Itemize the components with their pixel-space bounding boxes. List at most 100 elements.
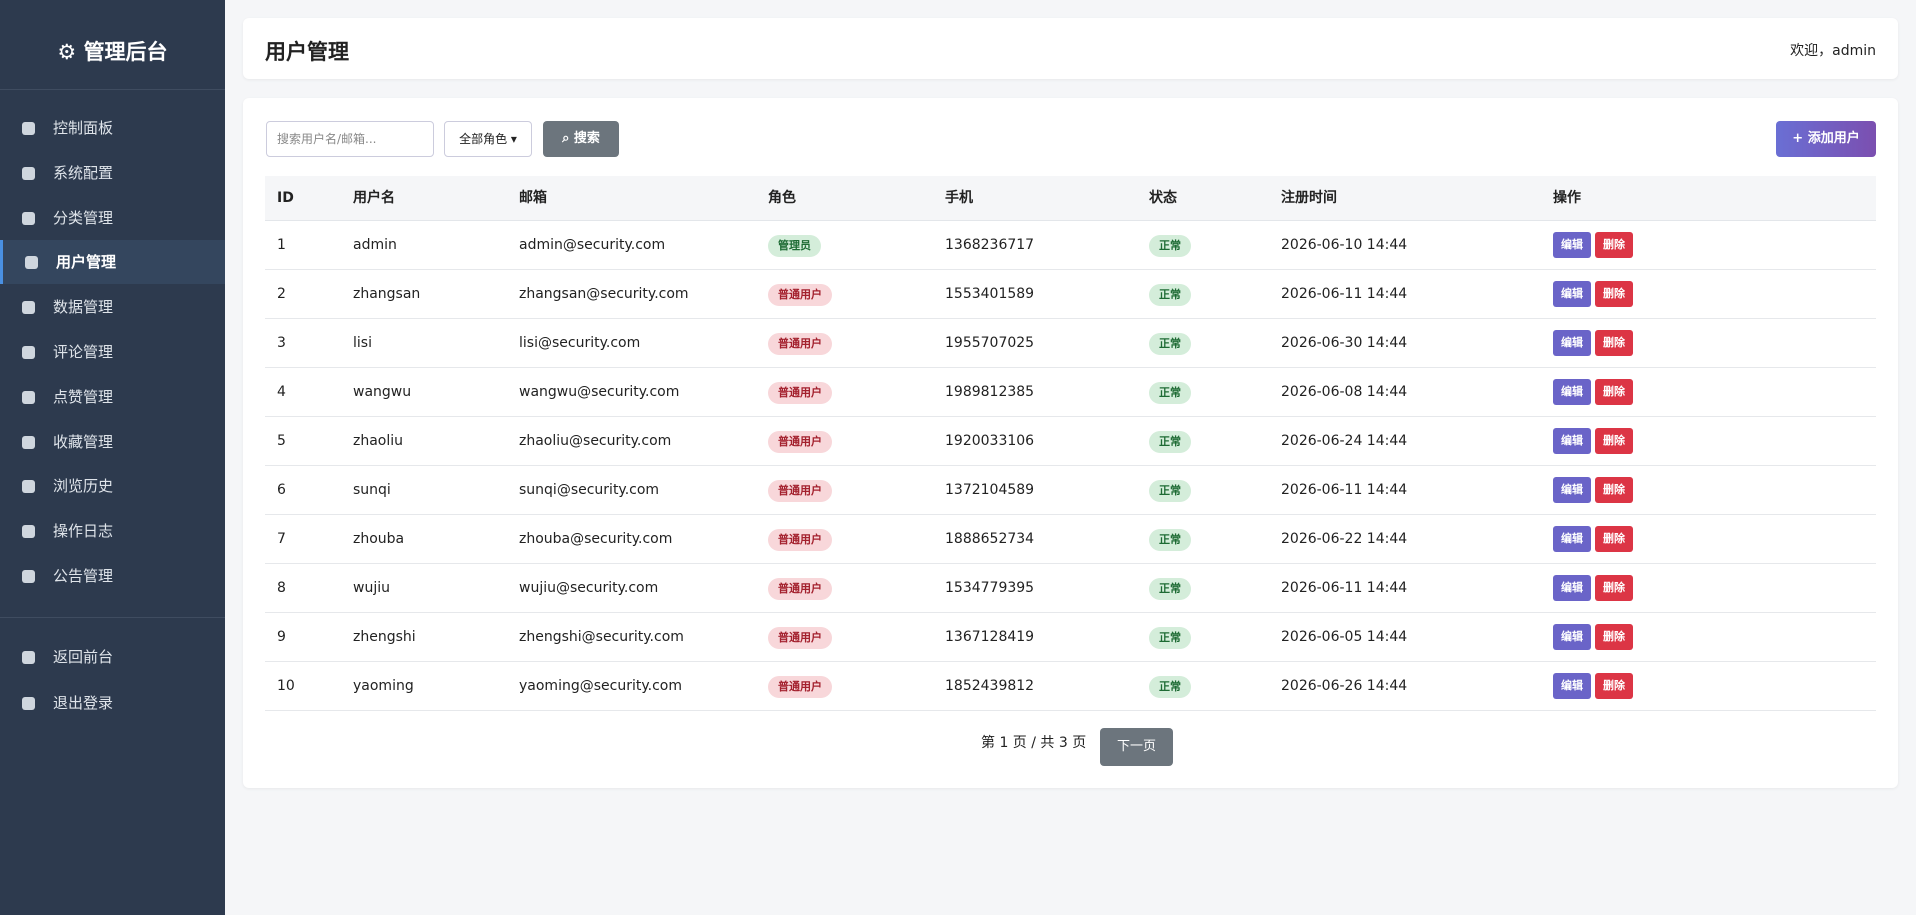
menu-icon: [22, 570, 35, 583]
edit-button[interactable]: 编辑: [1553, 477, 1591, 503]
edit-button[interactable]: 编辑: [1553, 379, 1591, 405]
table-cell: wangwu: [353, 384, 412, 400]
menu-icon: [22, 346, 35, 359]
status-badge: 正常: [1149, 480, 1191, 502]
status-badge: 正常: [1149, 284, 1191, 306]
column-header: ID: [277, 190, 294, 206]
edit-button[interactable]: 编辑: [1553, 624, 1591, 650]
table-cell: 1368236717: [945, 237, 1035, 253]
status-badge: 正常: [1149, 529, 1191, 551]
badge-cell: 普通用户: [768, 319, 832, 368]
table-cell: 5: [277, 433, 286, 449]
row-border: [265, 612, 1876, 613]
table-cell: sunqi@security.com: [519, 482, 660, 498]
badge-cell: 正常: [1149, 270, 1191, 319]
edit-button[interactable]: 编辑: [1553, 232, 1591, 258]
menu-item[interactable]: 分类管理: [0, 196, 225, 240]
table-cell: wujiu@security.com: [519, 580, 659, 596]
menu-icon: [22, 390, 35, 404]
edit-button[interactable]: 编辑: [1553, 281, 1591, 307]
edit-button[interactable]: 编辑: [1553, 526, 1591, 552]
table-cell: admin: [353, 237, 397, 253]
add-button[interactable]: + 添加用户: [1776, 121, 1876, 157]
edit-button[interactable]: 编辑: [1553, 575, 1591, 601]
menu-item[interactable]: 操作日志: [0, 509, 225, 553]
role-badge: 普通用户: [768, 333, 832, 355]
menu-item[interactable]: 浏览历史: [0, 464, 225, 508]
menu-text: 公告管理: [53, 567, 114, 585]
delete-button[interactable]: 删除: [1595, 526, 1633, 552]
divider: [0, 89, 225, 90]
menu-icon: [22, 166, 35, 180]
menu-icon: [22, 525, 35, 539]
table-cell: zhangsan: [353, 286, 421, 302]
delete-button[interactable]: 删除: [1595, 477, 1633, 503]
actions: 编辑 删除: [1553, 662, 1637, 711]
menu-item[interactable]: 系统配置: [0, 151, 225, 195]
menu-text: 用户管理: [56, 253, 117, 272]
table-cell: 2026-06-30 14:44: [1281, 335, 1408, 351]
delete-button[interactable]: 删除: [1595, 673, 1633, 699]
actions: 编辑 删除: [1553, 319, 1637, 368]
menu-item[interactable]: 数据管理: [0, 285, 225, 329]
next-page[interactable]: 下一页: [1100, 728, 1173, 766]
delete-button[interactable]: 删除: [1595, 281, 1633, 307]
row-border: [265, 416, 1876, 417]
menu-icon: [22, 211, 35, 225]
edit-button[interactable]: 编辑: [1553, 428, 1591, 454]
badge-cell: 普通用户: [768, 270, 832, 319]
menu-item[interactable]: 退出登录: [0, 681, 225, 725]
table-cell: 2026-06-08 14:44: [1281, 384, 1408, 400]
table-cell: zhaoliu: [353, 433, 404, 449]
select-text: 全部角色: [459, 132, 508, 146]
menu-item[interactable]: 评论管理: [0, 330, 225, 374]
delete-button[interactable]: 删除: [1595, 379, 1633, 405]
actions: 编辑 删除: [1553, 564, 1637, 613]
menu-item[interactable]: 控制面板: [0, 106, 225, 150]
delete-button[interactable]: 删除: [1595, 624, 1633, 650]
table-cell: 2026-06-11 14:44: [1281, 482, 1408, 498]
delete-button[interactable]: 删除: [1595, 232, 1633, 258]
delete-button[interactable]: 删除: [1595, 330, 1633, 356]
button-text: 搜索: [573, 131, 600, 146]
role-select[interactable]: 全部角色 ▾: [444, 121, 532, 157]
table-cell: 2026-06-24 14:44: [1281, 433, 1408, 449]
table-cell: 1852439812: [945, 678, 1035, 694]
badge-cell: 正常: [1149, 515, 1191, 564]
badge-cell: 管理员: [768, 221, 821, 270]
delete-button[interactable]: 删除: [1595, 428, 1633, 454]
role-badge: 普通用户: [768, 627, 832, 649]
menu-item[interactable]: 收藏管理: [0, 420, 225, 464]
brand-text: 管理后台: [83, 40, 168, 64]
status-badge: 正常: [1149, 578, 1191, 600]
table-cell: 2026-06-26 14:44: [1281, 678, 1408, 694]
row-border: [265, 514, 1876, 515]
brand: ⚙ 管理后台: [57, 40, 168, 64]
user-table: ID 用户名 邮箱 角色 手机 状态 注册时间 操作 1 admin admin@security.…: [265, 176, 1876, 711]
edit-button[interactable]: 编辑: [1553, 330, 1591, 356]
menu-item[interactable]: 公告管理: [0, 554, 225, 598]
delete-button[interactable]: 删除: [1595, 575, 1633, 601]
row-border: [265, 661, 1876, 662]
edit-button[interactable]: 编辑: [1553, 673, 1591, 699]
badge-cell: 普通用户: [768, 564, 832, 613]
search-input[interactable]: 搜索用户名/邮箱...: [266, 121, 434, 157]
table-cell: 7: [277, 531, 286, 547]
search-button[interactable]: ⌕ 搜索: [543, 121, 619, 157]
actions: 编辑 删除: [1553, 417, 1637, 466]
table-cell: 1955707025: [945, 335, 1035, 351]
role-badge: 普通用户: [768, 382, 832, 404]
status-badge: 正常: [1149, 676, 1191, 698]
column-header: 状态: [1149, 190, 1177, 206]
welcome: 欢迎，admin: [1790, 43, 1876, 59]
table-cell: 10: [277, 678, 295, 694]
menu-item[interactable]: 用户管理: [0, 240, 225, 285]
menu-text: 系统配置: [53, 163, 114, 182]
menu-item[interactable]: 返回前台: [0, 635, 225, 679]
actions: 编辑 删除: [1553, 270, 1637, 319]
menu-item[interactable]: 点赞管理: [0, 375, 225, 419]
menu-icon: [22, 480, 35, 494]
role-badge: 普通用户: [768, 578, 832, 600]
menu-icon: [22, 435, 35, 449]
